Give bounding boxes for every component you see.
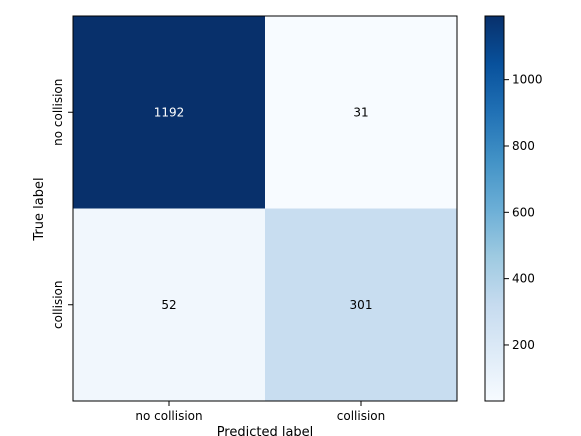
colorbar-frame [484, 15, 505, 402]
heatmap-cell [265, 208, 457, 401]
heatmap-cell [265, 16, 457, 209]
plot-frame [72, 15, 458, 402]
colorbar-tick-label: 600 [512, 205, 535, 219]
colorbar-tick-label: 800 [512, 139, 535, 153]
colorbar-tick-label: 400 [512, 272, 535, 286]
x-tick-label: no collision [135, 409, 202, 423]
cell-value-label: 31 [353, 105, 368, 119]
y-tick-label: no collision [51, 79, 65, 146]
cell-value-label: 301 [350, 298, 373, 312]
heatmap-cells [73, 16, 457, 401]
y-axis-title: True label [32, 177, 47, 241]
x-axis-ticks: no collision collision [135, 401, 385, 423]
heatmap-cell [73, 208, 265, 401]
x-tick-label: collision [337, 409, 385, 423]
x-axis-title: Predicted label [217, 425, 314, 436]
heatmap-cell [73, 16, 265, 209]
colorbar-ticks: 200 400 600 800 1000 [504, 73, 543, 352]
cell-value-labels: 1192 31 52 301 [154, 105, 373, 312]
y-axis-ticks: no collision collision [51, 79, 73, 329]
y-tick-label: collision [51, 281, 65, 329]
colorbar-tick-label: 200 [512, 338, 535, 352]
colorbar-tick-label: 1000 [512, 73, 543, 87]
colorbar-gradient [485, 16, 504, 401]
cell-value-label: 1192 [154, 105, 185, 119]
cell-value-label: 52 [161, 298, 176, 312]
